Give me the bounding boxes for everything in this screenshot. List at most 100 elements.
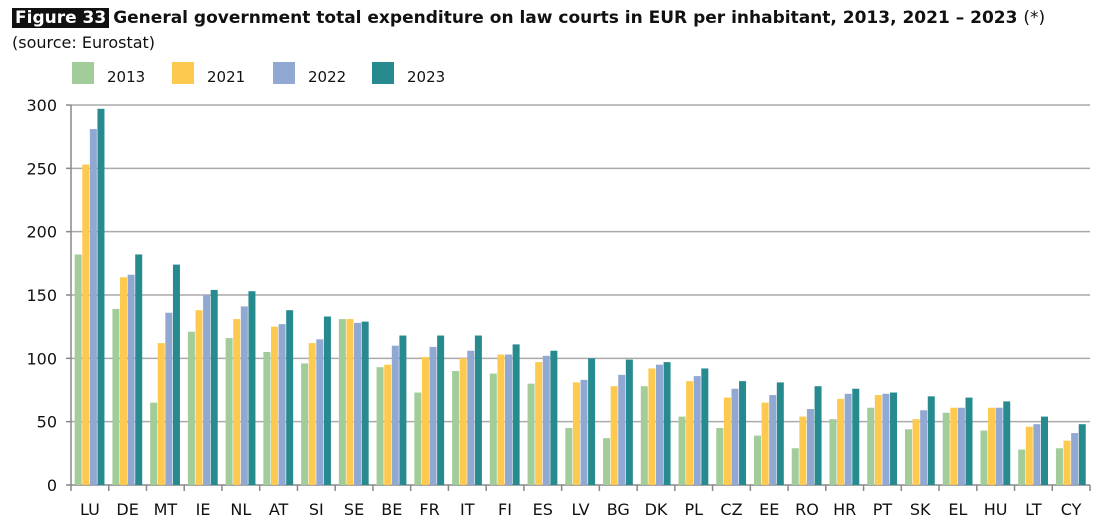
bar-LU-2021: [82, 164, 90, 486]
bar-NL-2022: [240, 306, 248, 485]
bar-BG-2023: [625, 359, 633, 485]
bar-DE-2022: [127, 274, 135, 485]
bar-SE-2013: [338, 319, 346, 485]
bar-EE-2013: [754, 435, 762, 485]
bar-BE-2021: [384, 364, 392, 485]
x-tick-label: BG: [607, 500, 630, 519]
bar-MT-2021: [157, 343, 165, 485]
bar-DE-2021: [120, 277, 128, 485]
bar-LV-2013: [565, 428, 573, 485]
bar-EL-2023: [965, 397, 973, 485]
bar-MT-2022: [165, 312, 173, 485]
bar-SK-2013: [904, 429, 912, 485]
bar-NL-2023: [248, 291, 256, 485]
bar-HU-2022: [995, 407, 1003, 485]
figure-label: Figure 33: [12, 8, 110, 28]
bar-CZ-2022: [731, 388, 739, 485]
bar-FR-2013: [414, 392, 422, 485]
bar-SE-2022: [354, 322, 362, 485]
y-tick-label: 250: [26, 159, 57, 178]
bar-PL-2013: [678, 416, 686, 485]
x-tick-label: ES: [533, 500, 553, 519]
x-tick-label: LT: [1025, 500, 1042, 519]
x-tick-label: SK: [910, 500, 931, 519]
bar-ES-2021: [535, 362, 543, 485]
bar-BE-2013: [376, 367, 384, 485]
bar-CY-2021: [1063, 440, 1071, 485]
bar-CZ-2021: [723, 397, 731, 485]
x-tick-label: EL: [948, 500, 967, 519]
bar-SE-2021: [346, 319, 354, 485]
x-tick-label: IT: [460, 500, 475, 519]
bar-PT-2013: [867, 407, 875, 485]
bar-FI-2013: [489, 373, 497, 485]
chart-subtitle: (source: Eurostat): [12, 33, 156, 52]
x-tick-label: LV: [571, 500, 589, 519]
bar-HR-2013: [829, 419, 837, 485]
bar-BG-2021: [610, 386, 618, 485]
bar-CZ-2013: [716, 428, 724, 485]
title-text: General government total expenditure on …: [113, 8, 1018, 28]
bar-LV-2022: [580, 379, 588, 485]
bar-FR-2021: [421, 357, 429, 485]
y-tick-label: 300: [26, 96, 57, 115]
bar-DK-2013: [640, 386, 648, 485]
bar-ES-2013: [527, 383, 535, 485]
bar-CZ-2023: [739, 381, 747, 485]
bar-DK-2022: [655, 364, 663, 485]
x-tick-label: EE: [759, 500, 779, 519]
bar-PT-2023: [890, 392, 898, 485]
bar-EL-2022: [957, 407, 965, 485]
x-tick-label: RO: [795, 500, 819, 519]
x-tick-label: HR: [833, 500, 856, 519]
bar-IT-2013: [452, 371, 460, 485]
bar-FI-2023: [512, 344, 520, 485]
x-tick-label: CY: [1061, 500, 1082, 519]
bar-PT-2022: [882, 393, 890, 485]
bar-RO-2021: [799, 416, 807, 485]
bar-AT-2022: [278, 324, 286, 485]
bar-HR-2021: [837, 398, 845, 485]
x-tick-label: DE: [116, 500, 138, 519]
x-tick-label: LU: [80, 500, 100, 519]
bar-ES-2022: [542, 355, 550, 485]
bar-LT-2022: [1033, 424, 1041, 485]
bar-SI-2022: [316, 339, 324, 485]
bar-NL-2013: [225, 338, 233, 485]
bar-CY-2013: [1055, 448, 1063, 485]
bar-HR-2022: [844, 393, 852, 485]
bar-AT-2013: [263, 352, 271, 485]
bar-MT-2013: [150, 402, 158, 485]
bar-EE-2023: [776, 382, 784, 485]
x-tick-label: FR: [419, 500, 439, 519]
x-tick-label: SE: [344, 500, 364, 519]
bar-DE-2023: [135, 254, 143, 485]
bar-AT-2021: [270, 326, 278, 485]
bar-LT-2013: [1018, 449, 1026, 485]
y-tick-label: 50: [37, 413, 57, 432]
bar-EL-2013: [942, 412, 950, 485]
bar-PL-2022: [693, 376, 701, 485]
x-tick-label: HU: [984, 500, 1008, 519]
bar-EL-2021: [950, 407, 958, 485]
legend-swatch-2023: [372, 62, 394, 84]
bar-FR-2022: [429, 346, 437, 485]
bar-CY-2022: [1071, 433, 1079, 485]
x-tick-label: DK: [645, 500, 668, 519]
x-tick-label: FI: [498, 500, 512, 519]
bar-SK-2022: [920, 410, 928, 485]
bar-ES-2023: [550, 350, 558, 485]
x-tick-label: MT: [154, 500, 178, 519]
bar-BG-2013: [603, 438, 611, 485]
y-tick-label: 100: [26, 349, 57, 368]
bar-LT-2021: [1025, 426, 1033, 485]
bar-CY-2023: [1078, 424, 1086, 485]
bar-BE-2022: [391, 345, 399, 485]
bar-EE-2021: [761, 402, 769, 485]
bar-IT-2023: [474, 335, 482, 485]
bar-FI-2021: [497, 354, 505, 485]
bar-IE-2021: [195, 310, 203, 485]
bar-SI-2021: [308, 343, 316, 485]
bar-DK-2021: [648, 368, 656, 485]
x-tick-label: SI: [309, 500, 324, 519]
